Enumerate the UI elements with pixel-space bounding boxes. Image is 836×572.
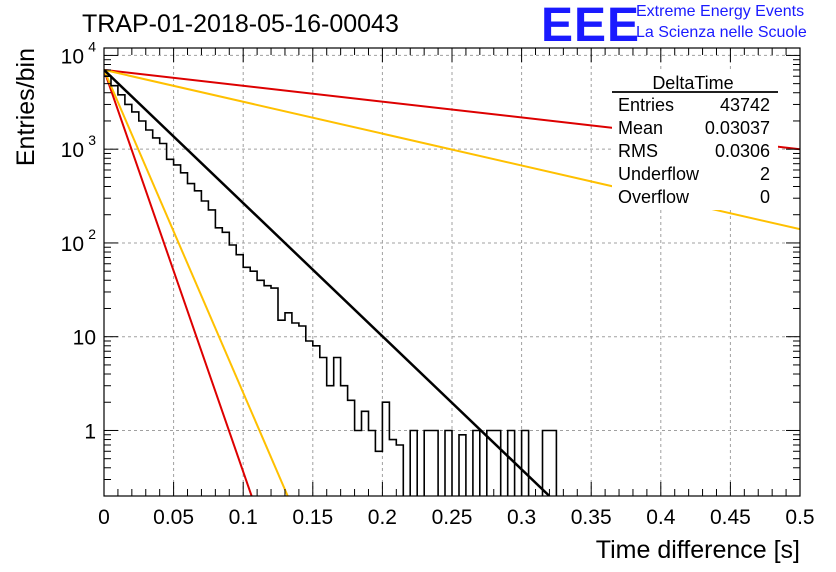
y-tick-label: 10 xyxy=(73,327,96,350)
x-tick-label: 0.5 xyxy=(785,506,814,529)
eee-logo: EEE xyxy=(541,0,641,52)
stats-box-bg xyxy=(612,70,778,210)
series-line xyxy=(104,69,289,496)
stats-value: 2 xyxy=(760,164,770,184)
y-axis-title: Entries/bin xyxy=(12,48,40,166)
x-tick-label: 0 xyxy=(98,506,110,529)
x-tick-label: 0.35 xyxy=(571,506,612,529)
x-tick-label: 0.1 xyxy=(229,506,258,529)
y-tick-exponent: 4 xyxy=(88,38,96,54)
stats-label: Underflow xyxy=(618,164,700,184)
stats-label: RMS xyxy=(618,141,658,161)
stats-title: DeltaTime xyxy=(652,73,733,93)
stats-label: Entries xyxy=(618,95,674,115)
y-tick-label: 10 xyxy=(61,45,84,68)
logo-line-2: La Scienza nelle Scuole xyxy=(636,24,807,41)
stats-label: Overflow xyxy=(618,187,690,207)
x-tick-label: 0.4 xyxy=(646,506,676,529)
x-tick-label: 0.25 xyxy=(432,506,473,529)
axes: 0 0.05 0.1 0.15 0.2 0.25 0.3 0.35 0.4 0.45 0.5 1 10 1… xyxy=(12,38,815,564)
y-tick-label: 10 xyxy=(61,233,84,256)
series-line xyxy=(104,69,253,496)
histogram-outline xyxy=(104,75,558,496)
histogram xyxy=(104,68,558,496)
y-tick-exponent: 3 xyxy=(88,132,96,148)
x-tick-label: 0.15 xyxy=(292,506,333,529)
x-tick-label: 0.05 xyxy=(153,506,194,529)
logo-line-1: Extreme Energy Events xyxy=(636,3,805,20)
x-axis-title: Time difference [s] xyxy=(596,536,800,564)
y-tick-label: 10 xyxy=(61,139,84,162)
x-tick-label: 0.2 xyxy=(368,506,397,529)
x-tick-label: 0.3 xyxy=(507,506,536,529)
stats-label: Mean xyxy=(618,118,663,138)
stats-value: 0 xyxy=(760,187,770,207)
y-tick-label: 1 xyxy=(84,420,96,443)
y-tick-exponent: 2 xyxy=(88,226,96,242)
series-line xyxy=(104,68,551,496)
chart-title: TRAP-01-2018-05-16-00043 xyxy=(82,10,399,38)
stats-value: 0.03037 xyxy=(705,118,770,138)
x-tick-label: 0.45 xyxy=(710,506,751,529)
stats-value: 0.0306 xyxy=(715,141,770,161)
stats-value: 43742 xyxy=(720,95,770,115)
